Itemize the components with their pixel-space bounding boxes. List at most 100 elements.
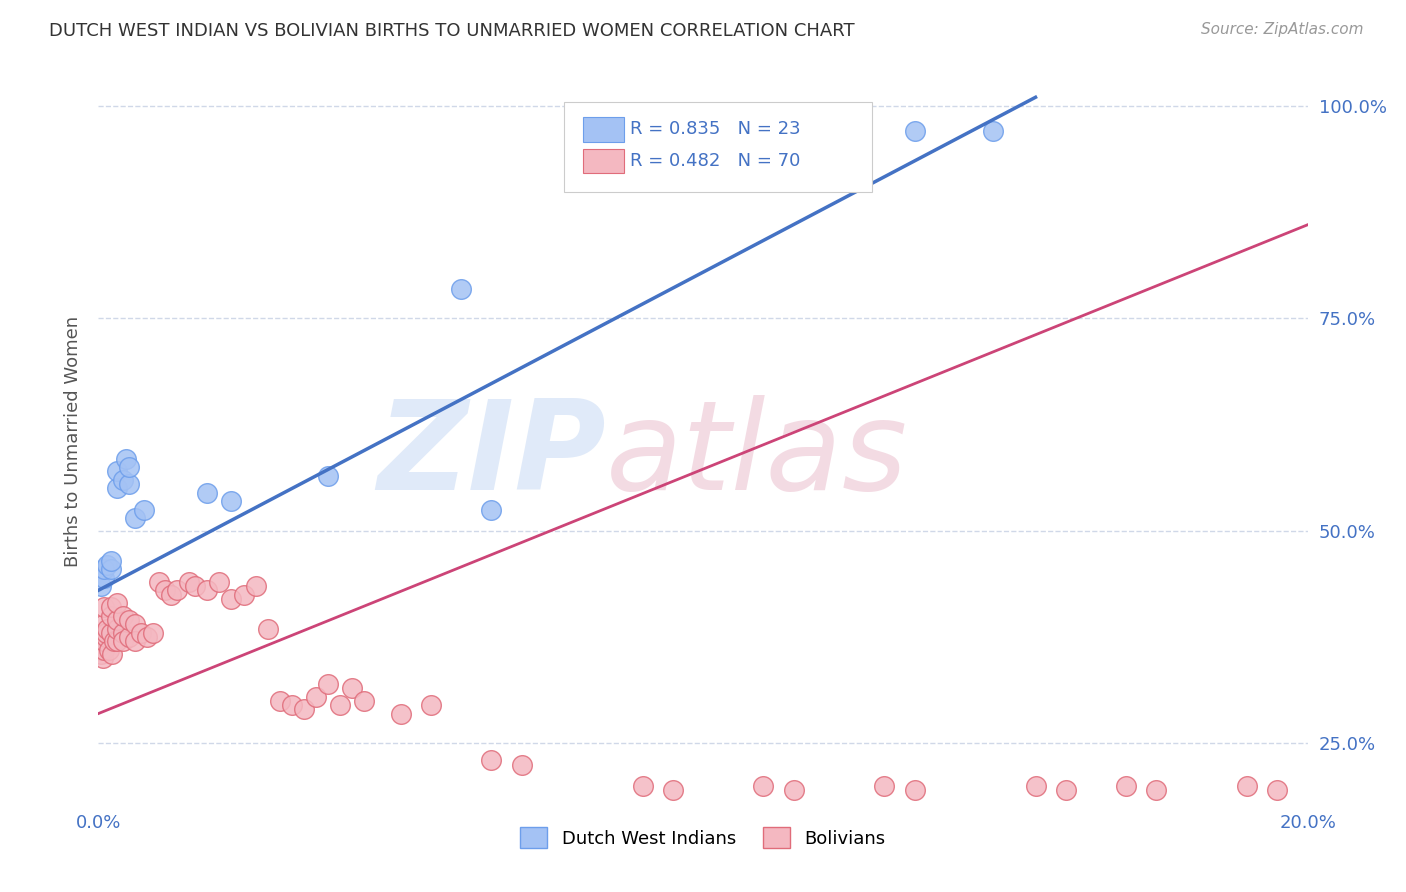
Point [245,579,267,593]
FancyBboxPatch shape [583,149,624,173]
Point [800,124,823,138]
Point [1144,783,1167,797]
Point [450,281,472,295]
Point [111,634,134,648]
Point [232,588,254,602]
Point [100,647,122,661]
Point [166,583,188,598]
Point [389,706,412,721]
Text: atlas: atlas [606,395,908,516]
Point [100,553,122,567]
Point [844,124,866,138]
Point [105,464,128,478]
Text: R = 0.835   N = 23: R = 0.835 N = 23 [630,120,801,138]
Point [90,634,112,648]
Point [195,485,218,500]
Point [100,600,122,615]
Y-axis label: Births to Unmarried Women: Births to Unmarried Women [63,316,82,567]
Point [904,124,927,138]
Point [1054,783,1077,797]
Point [1024,779,1046,793]
Point [353,694,375,708]
Point [111,608,134,623]
Point [96,625,118,640]
Point [97,642,120,657]
Point [420,698,443,712]
Point [91,642,114,657]
Point [329,698,352,712]
Point [93,562,115,576]
Legend: Dutch West Indians, Bolivians: Dutch West Indians, Bolivians [513,820,893,855]
Point [256,622,278,636]
Text: DUTCH WEST INDIAN VS BOLIVIAN BIRTHS TO UNMARRIED WOMEN CORRELATION CHART: DUTCH WEST INDIAN VS BOLIVIAN BIRTHS TO … [49,22,855,40]
Point [100,608,122,623]
Point [105,481,128,495]
Point [160,588,183,602]
Point [1236,779,1258,793]
Point [221,591,243,606]
Point [195,583,218,598]
Point [93,642,115,657]
Point [124,617,146,632]
Point [661,783,683,797]
Point [142,625,165,640]
Point [93,634,115,648]
Point [981,124,1004,138]
Point [153,583,176,598]
Point [118,460,141,475]
Point [111,625,134,640]
Point [873,779,896,793]
Point [184,579,207,593]
Point [904,783,927,797]
Point [481,753,503,767]
Point [118,477,141,491]
Text: Source: ZipAtlas.com: Source: ZipAtlas.com [1201,22,1364,37]
Point [132,502,155,516]
Point [91,625,114,640]
Point [179,574,201,589]
Point [510,757,533,772]
Point [90,579,112,593]
Point [124,511,146,525]
Point [103,634,125,648]
Point [305,690,328,704]
FancyBboxPatch shape [583,117,624,142]
Point [89,630,111,644]
Point [118,613,141,627]
Point [105,634,128,648]
Point [118,630,141,644]
Point [292,702,315,716]
Point [105,622,128,636]
Point [96,622,118,636]
Point [269,694,291,708]
Point [1267,783,1289,797]
Point [124,634,146,648]
Point [281,698,304,712]
Point [148,574,170,589]
Point [631,779,654,793]
Point [96,558,118,572]
Point [316,677,339,691]
Point [316,468,339,483]
Point [105,613,128,627]
Point [752,779,775,793]
Point [90,647,112,661]
Point [91,651,114,665]
Point [105,596,128,610]
Point [111,473,134,487]
Point [129,625,152,640]
Point [93,570,115,584]
Point [221,494,243,508]
Point [208,574,231,589]
Point [783,783,806,797]
Point [342,681,364,695]
Point [93,617,115,632]
Point [100,625,122,640]
Point [1115,779,1137,793]
Point [94,630,117,644]
Point [100,562,122,576]
Text: ZIP: ZIP [378,395,606,516]
Point [89,639,111,653]
Point [135,630,157,644]
FancyBboxPatch shape [564,102,872,193]
